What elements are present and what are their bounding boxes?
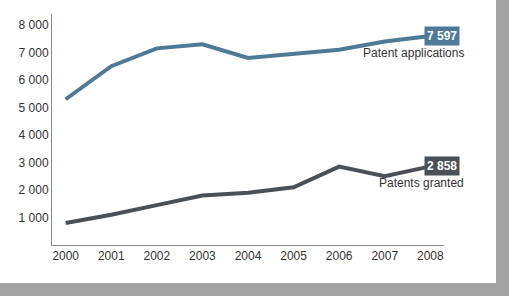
svg-text:2 000: 2 000: [19, 183, 49, 197]
svg-text:3 000: 3 000: [19, 156, 49, 170]
svg-text:2007: 2007: [371, 249, 398, 263]
svg-text:4 000: 4 000: [19, 128, 49, 142]
svg-text:6 000: 6 000: [19, 73, 49, 87]
svg-text:2004: 2004: [235, 249, 262, 263]
svg-text:2008: 2008: [417, 249, 444, 263]
svg-text:2006: 2006: [326, 249, 353, 263]
svg-text:2005: 2005: [280, 249, 307, 263]
svg-text:1 000: 1 000: [19, 211, 49, 225]
svg-text:Patent applications: Patent applications: [363, 46, 464, 60]
svg-text:7 597: 7 597: [427, 29, 457, 43]
svg-text:8 000: 8 000: [19, 18, 49, 32]
svg-text:2 858: 2 858: [427, 159, 457, 173]
svg-text:Patents granted: Patents granted: [379, 176, 464, 190]
svg-text:2003: 2003: [189, 249, 216, 263]
svg-text:2001: 2001: [98, 249, 125, 263]
svg-text:2000: 2000: [52, 249, 79, 263]
svg-text:5 000: 5 000: [19, 101, 49, 115]
svg-text:2002: 2002: [143, 249, 170, 263]
svg-text:7 000: 7 000: [19, 46, 49, 60]
